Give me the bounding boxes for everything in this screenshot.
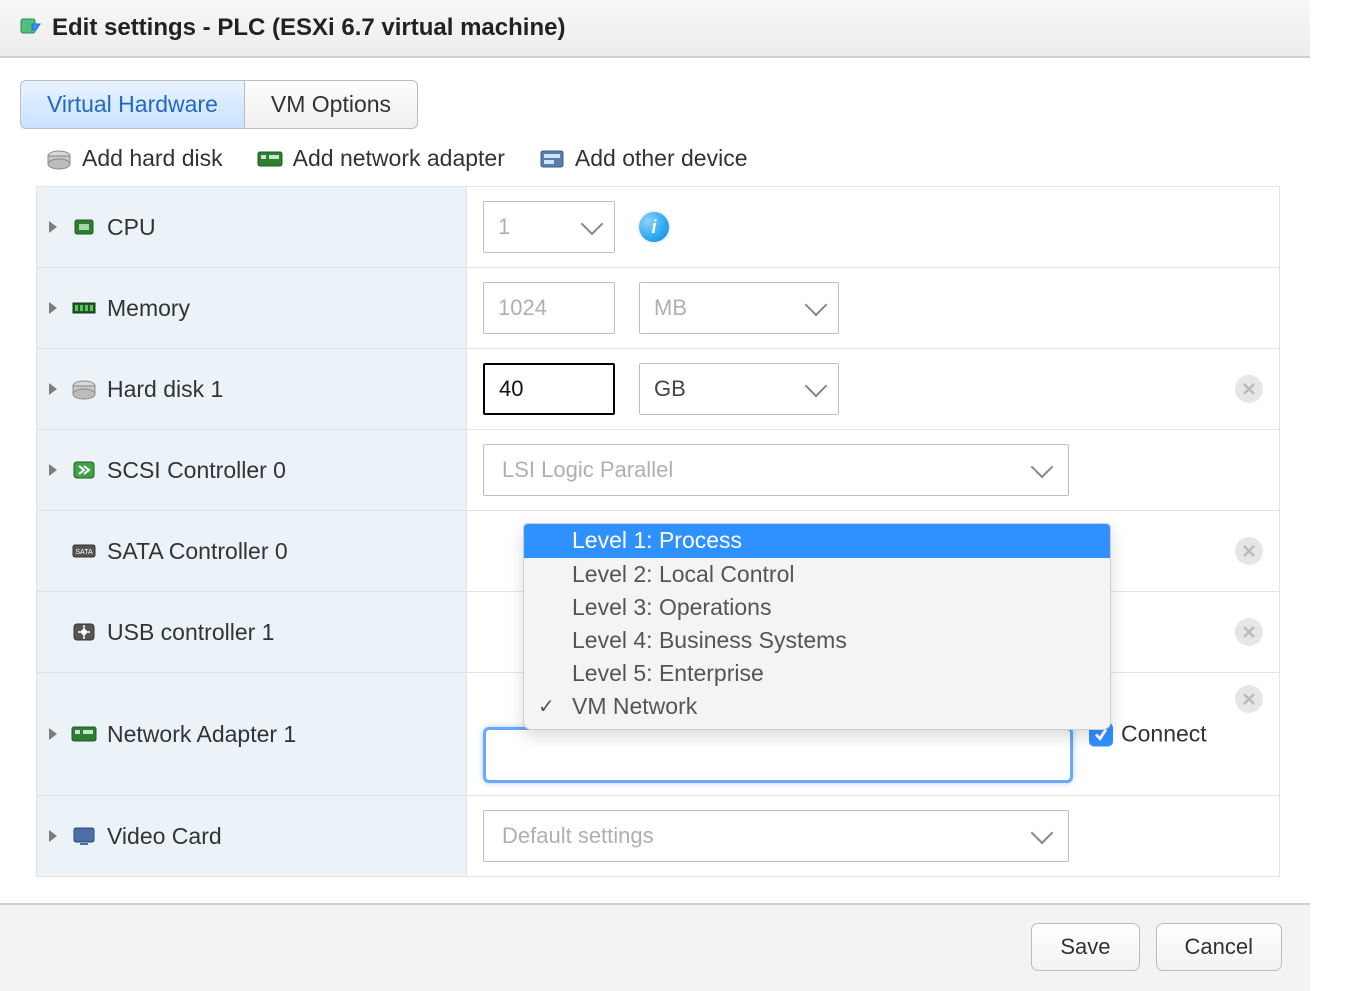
scsi-type-select[interactable]: LSI Logic Parallel: [483, 444, 1069, 496]
row-label: SATA Controller 0: [107, 538, 288, 565]
usb-controller-icon: [71, 621, 97, 643]
cpu-icon: [71, 216, 97, 238]
vm-settings-icon: [18, 16, 42, 40]
hard-disk-unit-select[interactable]: GB: [639, 363, 839, 415]
chevron-down-icon: [1031, 822, 1054, 845]
tab-bar: Virtual Hardware VM Options: [0, 58, 1310, 137]
network-dropdown-menu[interactable]: Level 1: ProcessLevel 2: Local ControlLe…: [523, 523, 1111, 730]
cancel-button[interactable]: Cancel: [1156, 923, 1282, 971]
row-memory: Memory 1024 MB: [37, 267, 1279, 348]
hard-disk-icon: [71, 378, 97, 400]
row-label: SCSI Controller 0: [107, 457, 286, 484]
row-video-card: Video Card Default settings: [37, 795, 1279, 876]
dropdown-option[interactable]: Level 2: Local Control: [524, 558, 1110, 591]
scsi-controller-icon: [71, 459, 97, 481]
network-adapter-icon: [71, 723, 97, 745]
other-device-icon: [539, 148, 565, 170]
chevron-down-icon: [1031, 456, 1054, 479]
dialog-footer: Save Cancel: [0, 903, 1310, 991]
row-label: Memory: [107, 295, 190, 322]
row-hard-disk: Hard disk 1 40 GB: [37, 348, 1279, 429]
dropdown-option[interactable]: Level 3: Operations: [524, 591, 1110, 624]
tab-virtual-hardware[interactable]: Virtual Hardware: [20, 80, 244, 129]
hardware-toolbar: Add hard disk Add network adapter Add ot…: [0, 137, 1310, 186]
remove-device-button[interactable]: [1235, 618, 1263, 646]
memory-unit-select[interactable]: MB: [639, 282, 839, 334]
add-other-device-button[interactable]: Add other device: [539, 145, 748, 172]
row-label: CPU: [107, 214, 156, 241]
expand-caret-icon[interactable]: [49, 464, 61, 476]
row-label: Video Card: [107, 823, 222, 850]
remove-device-button[interactable]: [1235, 537, 1263, 565]
row-scsi-controller: SCSI Controller 0 LSI Logic Parallel: [37, 429, 1279, 510]
add-hard-disk-button[interactable]: Add hard disk: [46, 145, 223, 172]
add-hard-disk-label: Add hard disk: [82, 145, 223, 172]
add-other-device-label: Add other device: [575, 145, 748, 172]
cpu-count-select[interactable]: 1: [483, 201, 615, 253]
dropdown-option[interactable]: Level 4: Business Systems: [524, 624, 1110, 657]
dialog-titlebar: Edit settings - PLC (ESXi 6.7 virtual ma…: [0, 0, 1310, 58]
expand-caret-icon[interactable]: [49, 302, 61, 314]
row-label: Hard disk 1: [107, 376, 223, 403]
remove-device-button[interactable]: [1235, 375, 1263, 403]
row-cpu: CPU 1 i: [37, 187, 1279, 267]
dropdown-option[interactable]: ✓VM Network: [524, 690, 1110, 723]
expand-caret-icon[interactable]: [49, 830, 61, 842]
remove-device-button[interactable]: [1235, 685, 1263, 713]
chevron-down-icon: [805, 294, 828, 317]
video-card-select[interactable]: Default settings: [483, 810, 1069, 862]
checkmark-icon: ✓: [538, 694, 555, 719]
network-portgroup-select[interactable]: [483, 727, 1073, 783]
video-card-icon: [71, 825, 97, 847]
memory-icon: [71, 297, 97, 319]
dropdown-option[interactable]: Level 5: Enterprise: [524, 657, 1110, 690]
network-adapter-icon: [257, 148, 283, 170]
memory-size-input[interactable]: 1024: [483, 282, 615, 334]
tab-vm-options[interactable]: VM Options: [244, 80, 418, 129]
svg-text:SATA: SATA: [75, 549, 93, 556]
expand-caret-icon[interactable]: [49, 221, 61, 233]
row-label: Network Adapter 1: [107, 721, 296, 748]
add-network-adapter-label: Add network adapter: [293, 145, 505, 172]
save-button[interactable]: Save: [1031, 923, 1139, 971]
expand-caret-icon[interactable]: [49, 728, 61, 740]
sata-controller-icon: SATA: [71, 540, 97, 562]
connect-label: Connect: [1121, 721, 1207, 748]
row-label: USB controller 1: [107, 619, 274, 646]
hard-disk-icon: [46, 148, 72, 170]
info-icon[interactable]: i: [639, 212, 669, 242]
add-network-adapter-button[interactable]: Add network adapter: [257, 145, 505, 172]
expand-caret-icon[interactable]: [49, 383, 61, 395]
dropdown-option[interactable]: Level 1: Process: [524, 524, 1110, 558]
chevron-down-icon: [581, 213, 604, 236]
chevron-down-icon: [805, 375, 828, 398]
hard-disk-size-input[interactable]: 40: [483, 363, 615, 415]
dialog-title: Edit settings - PLC (ESXi 6.7 virtual ma…: [52, 14, 565, 42]
hardware-grid: CPU 1 i Memory 1024: [36, 186, 1280, 877]
